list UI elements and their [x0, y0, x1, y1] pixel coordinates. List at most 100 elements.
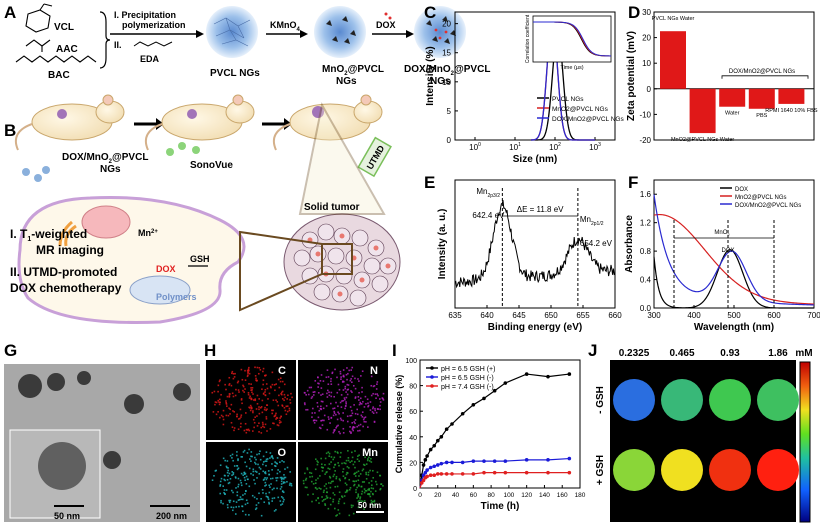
map-speck — [353, 480, 356, 483]
bar-label: PBS — [756, 113, 767, 119]
map-speck — [345, 402, 347, 405]
solid-tumor-label: Solid tumor — [304, 202, 360, 213]
map-speck — [332, 414, 335, 417]
inject-line2: NGs — [100, 164, 121, 175]
map-speck — [320, 463, 323, 466]
data-point — [428, 473, 433, 478]
map-speck — [360, 375, 362, 377]
map-speck — [269, 452, 272, 454]
map-speck — [328, 391, 330, 394]
x-tick-label: 400 — [687, 311, 701, 320]
map-speck — [227, 506, 229, 509]
map-speck — [351, 381, 353, 384]
map-speck — [265, 383, 268, 385]
map-speck — [333, 456, 336, 459]
map-speck — [332, 500, 334, 503]
map-speck — [275, 399, 277, 401]
map-speck — [345, 373, 348, 376]
map-speck — [237, 477, 240, 480]
map-speck — [226, 471, 229, 474]
map-speck — [251, 389, 253, 391]
utmd-probe: UTMD — [357, 136, 392, 178]
map-speck — [317, 392, 320, 394]
map-speck — [229, 477, 232, 480]
map-speck — [324, 498, 327, 500]
map-speck — [379, 474, 381, 477]
map-speck — [248, 372, 251, 375]
map-speck — [343, 502, 346, 505]
map-speck — [312, 483, 315, 485]
legend-label: DOX/MnO2@PVCL NGs — [735, 203, 801, 209]
map-speck — [363, 481, 366, 483]
phantom-plus-gsh — [661, 449, 703, 491]
map-speck — [280, 486, 283, 488]
data-point — [439, 435, 444, 439]
data-point — [435, 438, 440, 443]
map-speck — [271, 463, 273, 465]
map-speck — [382, 485, 384, 487]
map-speck — [279, 417, 281, 419]
map-speck — [315, 479, 317, 481]
map-speck — [351, 412, 354, 415]
legend-marker — [430, 375, 434, 379]
y-tick-label: 0 — [647, 85, 652, 94]
map-speck — [222, 409, 225, 412]
data-point — [444, 427, 449, 431]
map-speck — [226, 395, 229, 398]
map-speck — [368, 487, 370, 490]
map-speck — [320, 466, 323, 469]
panel-i: I 0 20 40 60 80 100 120 140 160 180 0 20 40 60 80 100 Ti… — [392, 341, 586, 512]
map-speck — [335, 515, 337, 517]
map-speck — [328, 452, 331, 455]
map-speck — [331, 371, 334, 374]
map-speck — [290, 483, 293, 485]
bar — [660, 31, 686, 89]
map-speck — [262, 470, 265, 473]
map-speck — [244, 493, 246, 495]
map-speck — [324, 504, 327, 506]
map-speck — [240, 456, 243, 458]
map-speck — [332, 498, 335, 501]
map-speck — [358, 460, 361, 462]
x-tick-label: 645 — [512, 311, 526, 320]
chart-d: -20 -10 0 10 20 30 Zeta potential (mV) PVCL NGs… — [626, 8, 818, 145]
map-speck — [370, 499, 373, 502]
map-speck — [358, 380, 360, 382]
map-speck — [282, 500, 285, 503]
y-tick-label: 15 — [442, 49, 451, 58]
map-speck — [236, 465, 239, 467]
map-speck — [275, 383, 277, 385]
bar-label: MnO2@PVCL NGs Water — [671, 137, 734, 143]
map-speck — [334, 368, 336, 371]
map-speck — [237, 380, 240, 383]
panel-a: A VCL AAC BAC I. Precipitation polymeriz… — [4, 3, 490, 87]
map-speck — [284, 468, 286, 470]
map-speck — [323, 489, 325, 492]
map-speck — [368, 482, 370, 484]
map-speck — [379, 408, 381, 411]
y-axis-label: Intensity (%) — [425, 46, 436, 105]
map-speck — [219, 485, 221, 487]
data-point — [428, 465, 433, 470]
map-speck — [237, 458, 239, 460]
map-speck — [341, 381, 344, 383]
map-speck — [355, 491, 357, 494]
map-speck — [333, 473, 336, 476]
map-speck — [264, 374, 267, 377]
map-speck — [225, 465, 228, 468]
map-speck — [254, 482, 256, 485]
map-speck — [376, 383, 378, 385]
data-point — [444, 460, 449, 465]
map-speck — [248, 366, 250, 369]
product-pvcl: PVCL NGs — [210, 68, 260, 79]
map-speck — [358, 429, 361, 432]
map-speck — [352, 480, 355, 482]
map-speck — [328, 482, 330, 484]
map-speck — [234, 372, 236, 375]
map-speck — [229, 408, 231, 411]
map-speck — [262, 425, 264, 428]
map-speck — [286, 466, 289, 469]
map-speck — [277, 378, 280, 381]
phantom-plus-gsh — [613, 449, 655, 491]
map-speck — [228, 384, 230, 386]
